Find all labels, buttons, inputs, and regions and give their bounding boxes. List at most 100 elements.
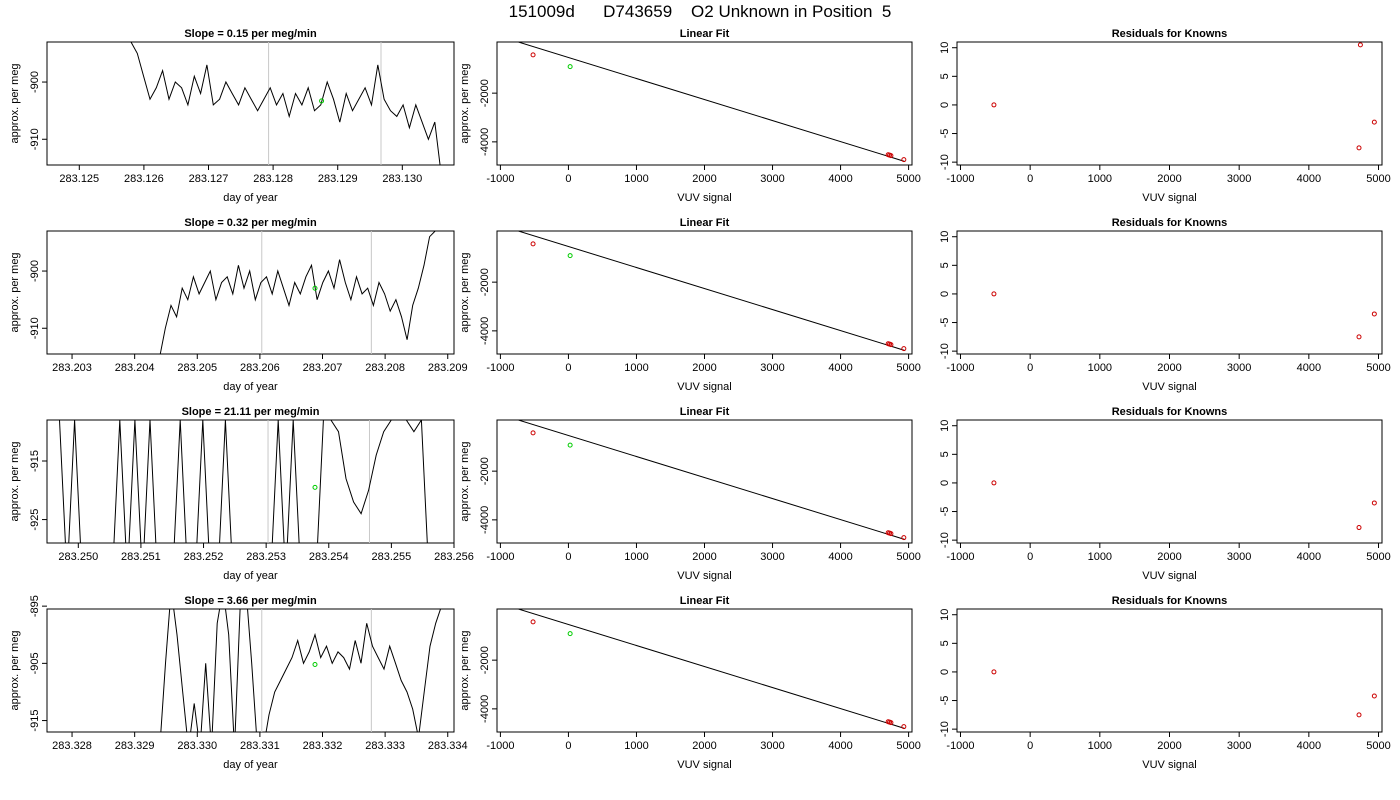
chart-10-y-tick-label: -2000 (479, 646, 491, 674)
chart-9-x-tick-label: 283.328 (52, 740, 92, 752)
chart-7-frame (496, 419, 913, 544)
chart-4-fit-line (516, 231, 906, 352)
chart-10-unknown-point (567, 631, 573, 637)
chart-0-x-tick-label: 283.129 (318, 173, 358, 185)
chart-7-unknown-point (567, 442, 573, 448)
chart-7-title: Linear Fit (680, 406, 730, 418)
chart-5-residual-point (1356, 334, 1362, 340)
chart-6-unknown-point (312, 484, 318, 490)
chart-10-fit-panel: Linear Fit -1000 0 1000 2000 3000 4000 5000 -200… (459, 595, 921, 771)
chart-1-fit-line (516, 42, 906, 163)
chart-2-residual-point (991, 102, 997, 108)
chart-2-y-tick-label: 10 (939, 42, 951, 54)
chart-8-y-tick-label: 0 (939, 480, 951, 486)
chart-8-residual-point (1371, 500, 1377, 506)
chart-10-known-point (901, 724, 907, 730)
chart-8-residual-point (1356, 525, 1362, 531)
chart-11-x-tick-label: 0 (1027, 740, 1033, 752)
chart-10-x-tick-label: 5000 (896, 740, 920, 752)
chart-0-frame (46, 41, 455, 166)
chart-0-x-tick-label: 283.127 (189, 173, 229, 185)
chart-2-x-axis-label: VUV signal (1142, 192, 1196, 204)
chart-9-plot-area (160, 609, 442, 732)
chart-7-x-axis-label: VUV signal (677, 570, 731, 582)
chart-1-frame (496, 41, 913, 166)
chart-11-frame (956, 608, 1383, 733)
chart-6-x-axis-label: day of year (223, 570, 278, 582)
chart-5-x-tick-label: 3000 (1227, 362, 1251, 374)
chart-0-y-axis-label: approx. per meg (9, 63, 21, 143)
chart-1-x-tick-label: 2000 (692, 173, 716, 185)
chart-2-y-tick-label: -5 (939, 129, 951, 139)
chart-2-y-tick-label: -10 (939, 154, 951, 170)
chart-4-x-tick-label: 0 (565, 362, 571, 374)
chart-1-x-tick-label: 5000 (896, 173, 920, 185)
chart-5-x-tick-label: 2000 (1157, 362, 1181, 374)
chart-6-x-tick-label: 283.252 (184, 551, 224, 563)
chart-1-known-point (901, 157, 907, 163)
chart-0-x-tick-label: 283.126 (124, 173, 164, 185)
chart-1-x-tick-label: 4000 (828, 173, 852, 185)
chart-6-y-axis-label: approx. per meg (9, 441, 21, 521)
chart-5-plot-area (991, 291, 1377, 340)
chart-1-x-tick-label: 0 (565, 173, 571, 185)
chart-5-x-tick-label: -1000 (946, 362, 974, 374)
chart-3-y-tick-label: -900 (29, 260, 41, 282)
chart-7-known-point (901, 535, 907, 541)
chart-11-resid-panel: Residuals for Knowns -1000 0 1000 2000 3000 40… (939, 595, 1391, 771)
chart-8-frame (956, 419, 1383, 544)
chart-2-x-tick-label: 0 (1027, 173, 1033, 185)
chart-10-y-tick-label: -4000 (479, 695, 491, 723)
chart-11-x-tick-label: 2000 (1157, 740, 1181, 752)
chart-7-x-tick-label: 0 (565, 551, 571, 563)
chart-6-trace-panel: Slope = 21.11 per meg/min 283.250 283.251 2… (9, 406, 474, 582)
chart-2-x-tick-label: 2000 (1157, 173, 1181, 185)
chart-2-x-tick-label: -1000 (946, 173, 974, 185)
chart-6-series-line (59, 420, 428, 543)
chart-4-x-tick-label: 2000 (692, 362, 716, 374)
chart-4-unknown-point (567, 253, 573, 259)
chart-9-y-tick-label: -905 (29, 652, 41, 674)
chart-8-x-tick-label: -1000 (946, 551, 974, 563)
chart-8-y-tick-label: -10 (939, 532, 951, 548)
chart-6-title: Slope = 21.11 per meg/min (182, 406, 320, 418)
chart-4-y-tick-label: -2000 (479, 268, 491, 296)
chart-2-y-tick-label: 0 (939, 102, 951, 108)
chart-9-y-tick-label: -915 (29, 710, 41, 732)
chart-6-x-tick-label: 283.250 (58, 551, 98, 563)
chart-0-x-tick-label: 283.125 (59, 173, 99, 185)
chart-1-known-point (888, 153, 894, 159)
chart-2-residual-point (1371, 119, 1377, 125)
chart-0-y-tick-label: -910 (29, 128, 41, 150)
chart-8-x-tick-label: 2000 (1157, 551, 1181, 563)
chart-8-y-tick-label: 10 (939, 420, 951, 432)
chart-11-x-tick-label: 1000 (1088, 740, 1112, 752)
chart-10-frame (496, 608, 913, 733)
chart-1-x-axis-label: VUV signal (677, 192, 731, 204)
page-title: 151009d D743659 O2 Unknown in Position 5 (508, 2, 892, 21)
chart-9-unknown-point (312, 661, 318, 667)
chart-1-x-tick-label: -1000 (486, 173, 514, 185)
chart-10-x-tick-label: 0 (565, 740, 571, 752)
chart-8-x-tick-label: 0 (1027, 551, 1033, 563)
chart-1-x-tick-label: 1000 (624, 173, 648, 185)
chart-5-x-tick-label: 4000 (1297, 362, 1321, 374)
chart-9-trace-panel: Slope = 3.66 per meg/min 283.328 283.329 28… (9, 595, 468, 771)
chart-11-plot-area (991, 669, 1377, 718)
chart-7-y-axis-label: approx. per meg (459, 441, 471, 521)
chart-3-plot-area (159, 231, 436, 354)
chart-2-residual-point (1357, 42, 1363, 48)
chart-3-x-tick-label: 283.204 (115, 362, 155, 374)
chart-3-x-tick-label: 283.207 (303, 362, 343, 374)
chart-3-y-tick-label: -910 (29, 317, 41, 339)
chart-9-x-tick-label: 283.334 (428, 740, 468, 752)
chart-4-y-tick-label: -4000 (479, 317, 491, 345)
chart-0-x-tick-label: 283.128 (253, 173, 293, 185)
chart-10-x-tick-label: 3000 (760, 740, 784, 752)
chart-3-x-tick-label: 283.209 (428, 362, 468, 374)
chart-8-resid-panel: Residuals for Knowns -1000 0 1000 2000 3000 40… (939, 406, 1391, 582)
chart-10-y-axis-label: approx. per meg (459, 630, 471, 710)
chart-2-title: Residuals for Knowns (1112, 28, 1228, 40)
chart-5-x-tick-label: 0 (1027, 362, 1033, 374)
chart-3-x-axis-label: day of year (223, 381, 278, 393)
